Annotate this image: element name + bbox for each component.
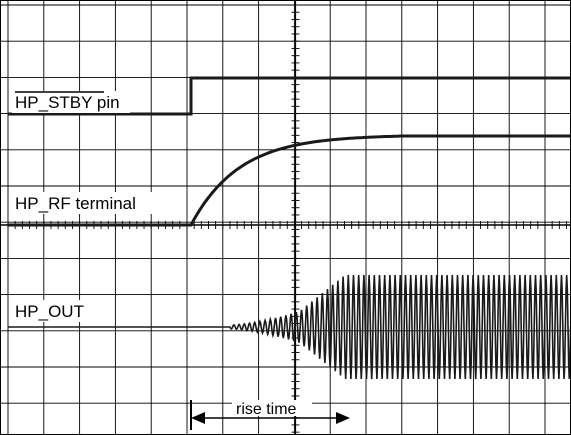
rise-time-label: rise time bbox=[236, 401, 297, 418]
label-hp-out: HP_OUT bbox=[12, 300, 102, 322]
rise-time-arrow-left bbox=[191, 412, 205, 424]
rise-time-arrow-right bbox=[336, 412, 350, 424]
traces bbox=[8, 76, 571, 380]
hp-rf-label: HP_RF terminal bbox=[15, 194, 136, 213]
hp-stby-trace bbox=[8, 76, 571, 116]
hp-out-trace bbox=[8, 274, 571, 380]
hp-rf-trace bbox=[8, 134, 571, 227]
rise-time-annotation: rise time bbox=[190, 400, 350, 430]
label-hp-stby: HP_STBY pin bbox=[12, 91, 130, 113]
hp-stby-label: HP_STBY pin bbox=[15, 93, 120, 112]
hp-out-label: HP_OUT bbox=[15, 302, 84, 321]
label-hp-rf: HP_RF terminal bbox=[12, 192, 162, 214]
